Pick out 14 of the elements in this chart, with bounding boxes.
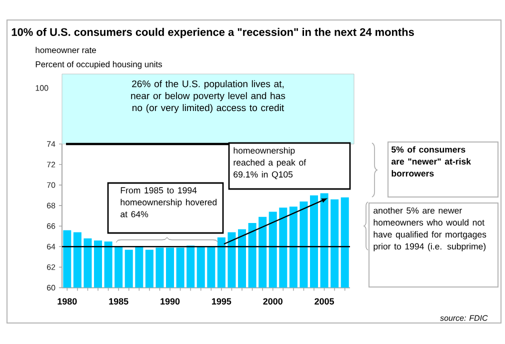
x-tick-label: 1980: [58, 298, 77, 305]
annotation: homeownership reached a peak of 69.1% in Q105: [234, 147, 306, 180]
x-tick-label: 1985: [109, 298, 128, 305]
annotation: From 1985 to 1994 homeownership hovered at 64%: [120, 187, 217, 218]
x-tick-label: 1995: [212, 298, 232, 305]
x-tick-label: 1990: [160, 298, 180, 305]
text: Percent of occupied housing units: [36, 61, 162, 69]
x-tick-label: 2000: [263, 298, 282, 305]
x-tick-label: 2005: [314, 298, 334, 305]
text: 5% of consumers are "newer" at-risk borrowers: [391, 146, 471, 177]
chart-subtitle: homeowner rate: [36, 46, 96, 54]
chart-title: 10% of U.S. consumers could experience a "recession" in the next 24 months: [12, 28, 414, 38]
text: 26% of the U.S. population lives at, near or below poverty level and has no (or very limited) access to credit: [131, 80, 286, 114]
text: another 5% are newer homeowners who would not have qualified for mortgages prior to 1994 (i.e. subprime): [374, 207, 486, 252]
